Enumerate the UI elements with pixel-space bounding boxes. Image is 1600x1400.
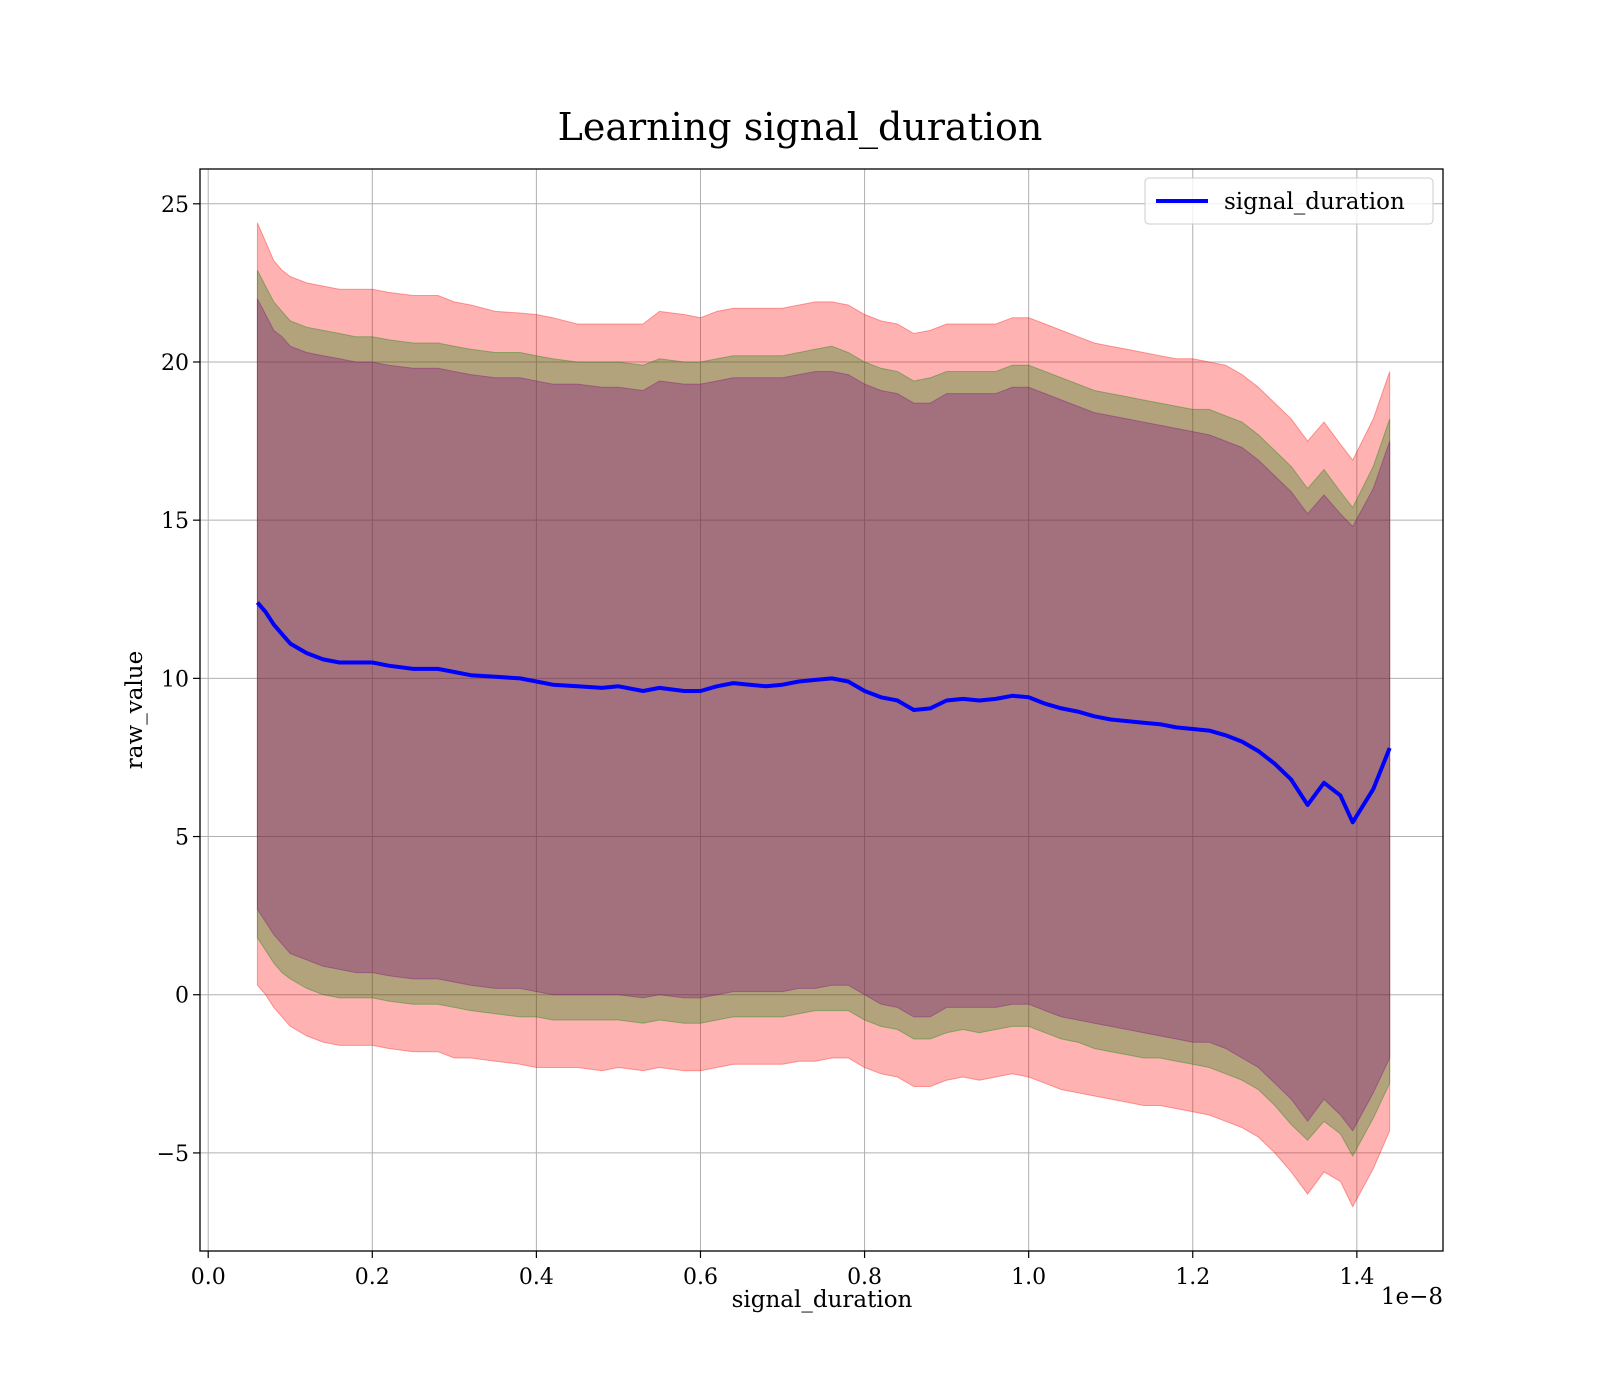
- x-tick-label: 0.2: [355, 1265, 390, 1290]
- x-tick-label: 1.4: [1339, 1265, 1374, 1290]
- x-axis-offset-label: 1e−8: [1381, 1284, 1443, 1310]
- x-tick-label: 0.6: [683, 1265, 718, 1290]
- series-lines: [255, 601, 1392, 825]
- x-tick-label: 1.0: [1011, 1265, 1046, 1290]
- x-tick-label: 0.4: [519, 1265, 554, 1290]
- confidence-band-1: [256, 222, 1391, 1208]
- confidence-band-3: [256, 298, 1391, 1132]
- chart-title: Learning signal_duration: [558, 105, 1043, 150]
- x-tick-label: 0.0: [191, 1265, 226, 1290]
- y-tick-label: 25: [161, 193, 189, 218]
- y-axis-ticks: −5 0 5 10 15 20 25: [157, 193, 200, 1167]
- plot-frame: [199, 168, 1444, 1252]
- confidence-bands: [256, 222, 1391, 1208]
- legend-series-label: signal_duration: [1224, 189, 1405, 215]
- y-tick-label: 10: [161, 667, 189, 692]
- grid: [200, 169, 1443, 1251]
- series-line-1: [255, 601, 1392, 825]
- y-tick-label: 20: [161, 351, 189, 376]
- legend: signal_duration: [1144, 177, 1434, 225]
- y-tick-label: 5: [175, 826, 189, 851]
- confidence-band-2: [256, 269, 1391, 1158]
- y-axis-label: raw_value: [122, 651, 148, 769]
- y-tick-label: 15: [161, 509, 189, 534]
- y-tick-label: −5: [157, 1142, 189, 1167]
- x-tick-label: 1.2: [1175, 1265, 1210, 1290]
- y-tick-label: 0: [175, 984, 189, 1009]
- legend-box: [1144, 177, 1434, 225]
- x-axis-ticks: 0.0 0.2 0.4 0.6 0.8 1.0 1.2 1.4: [191, 1251, 1374, 1290]
- x-axis-label: signal_duration: [732, 1287, 913, 1313]
- x-tick-label: 0.8: [847, 1265, 882, 1290]
